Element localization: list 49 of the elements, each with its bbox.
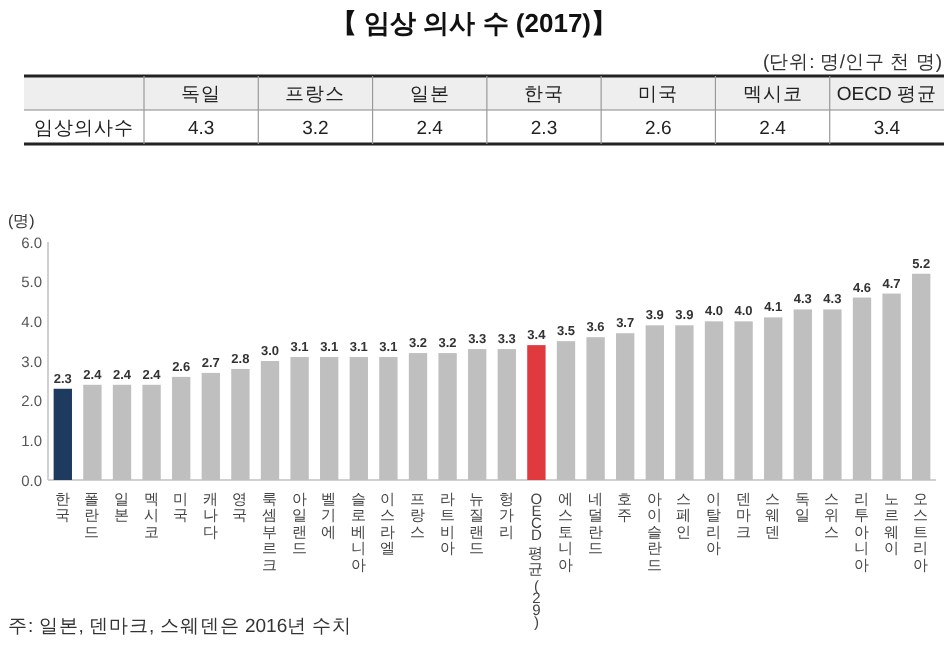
bar (260, 361, 280, 480)
bar (320, 357, 339, 480)
data-label: 3.2 (302, 118, 329, 140)
bar (201, 372, 220, 480)
bar (764, 317, 783, 480)
bar (527, 345, 546, 480)
bar (616, 333, 635, 480)
bar (793, 309, 812, 480)
bar (675, 325, 694, 480)
category-label: 일본 (409, 84, 450, 106)
bar (438, 353, 457, 480)
bar (586, 337, 605, 480)
category-label: 독일 (181, 84, 222, 106)
bar (231, 368, 250, 480)
bar (172, 376, 191, 480)
bar (53, 388, 72, 480)
bar (704, 321, 724, 480)
data-label: 3.4 (873, 118, 901, 140)
bar (379, 357, 398, 480)
bar (408, 353, 428, 480)
data-label: 2.3 (530, 118, 558, 140)
bar (83, 384, 102, 480)
bar (852, 297, 872, 480)
text: 【 임상 의사 수 (2017)】 (330, 8, 618, 38)
bar (912, 273, 931, 480)
bar (142, 384, 161, 480)
bar (882, 293, 901, 480)
bar (497, 349, 516, 480)
bar (290, 357, 309, 480)
category-label: 미국 (638, 84, 679, 106)
bar (349, 357, 368, 480)
category-label: OECD 평균 (836, 84, 937, 106)
data-label: 4.3 (187, 118, 215, 140)
bar (468, 349, 487, 480)
bar (556, 341, 576, 480)
data-label: 2.4 (759, 118, 786, 140)
data-label: 2.6 (645, 118, 672, 140)
bar (734, 321, 753, 480)
bar (112, 384, 132, 480)
text: 주: 일본, 덴마크, 스웨덴은 2016년 수치 (8, 616, 353, 638)
data-label: 2.4 (416, 118, 443, 140)
y-axis-title: (명) (8, 212, 36, 230)
category-label: 프랑스 (285, 84, 346, 106)
category-label: 한국 (524, 84, 564, 106)
category-label: 멕시코 (742, 84, 803, 106)
bar (645, 325, 664, 480)
bar (823, 309, 842, 480)
text: (단위: 명/인구 천 명) (762, 52, 942, 74)
text: 임상의사수 (34, 118, 134, 140)
